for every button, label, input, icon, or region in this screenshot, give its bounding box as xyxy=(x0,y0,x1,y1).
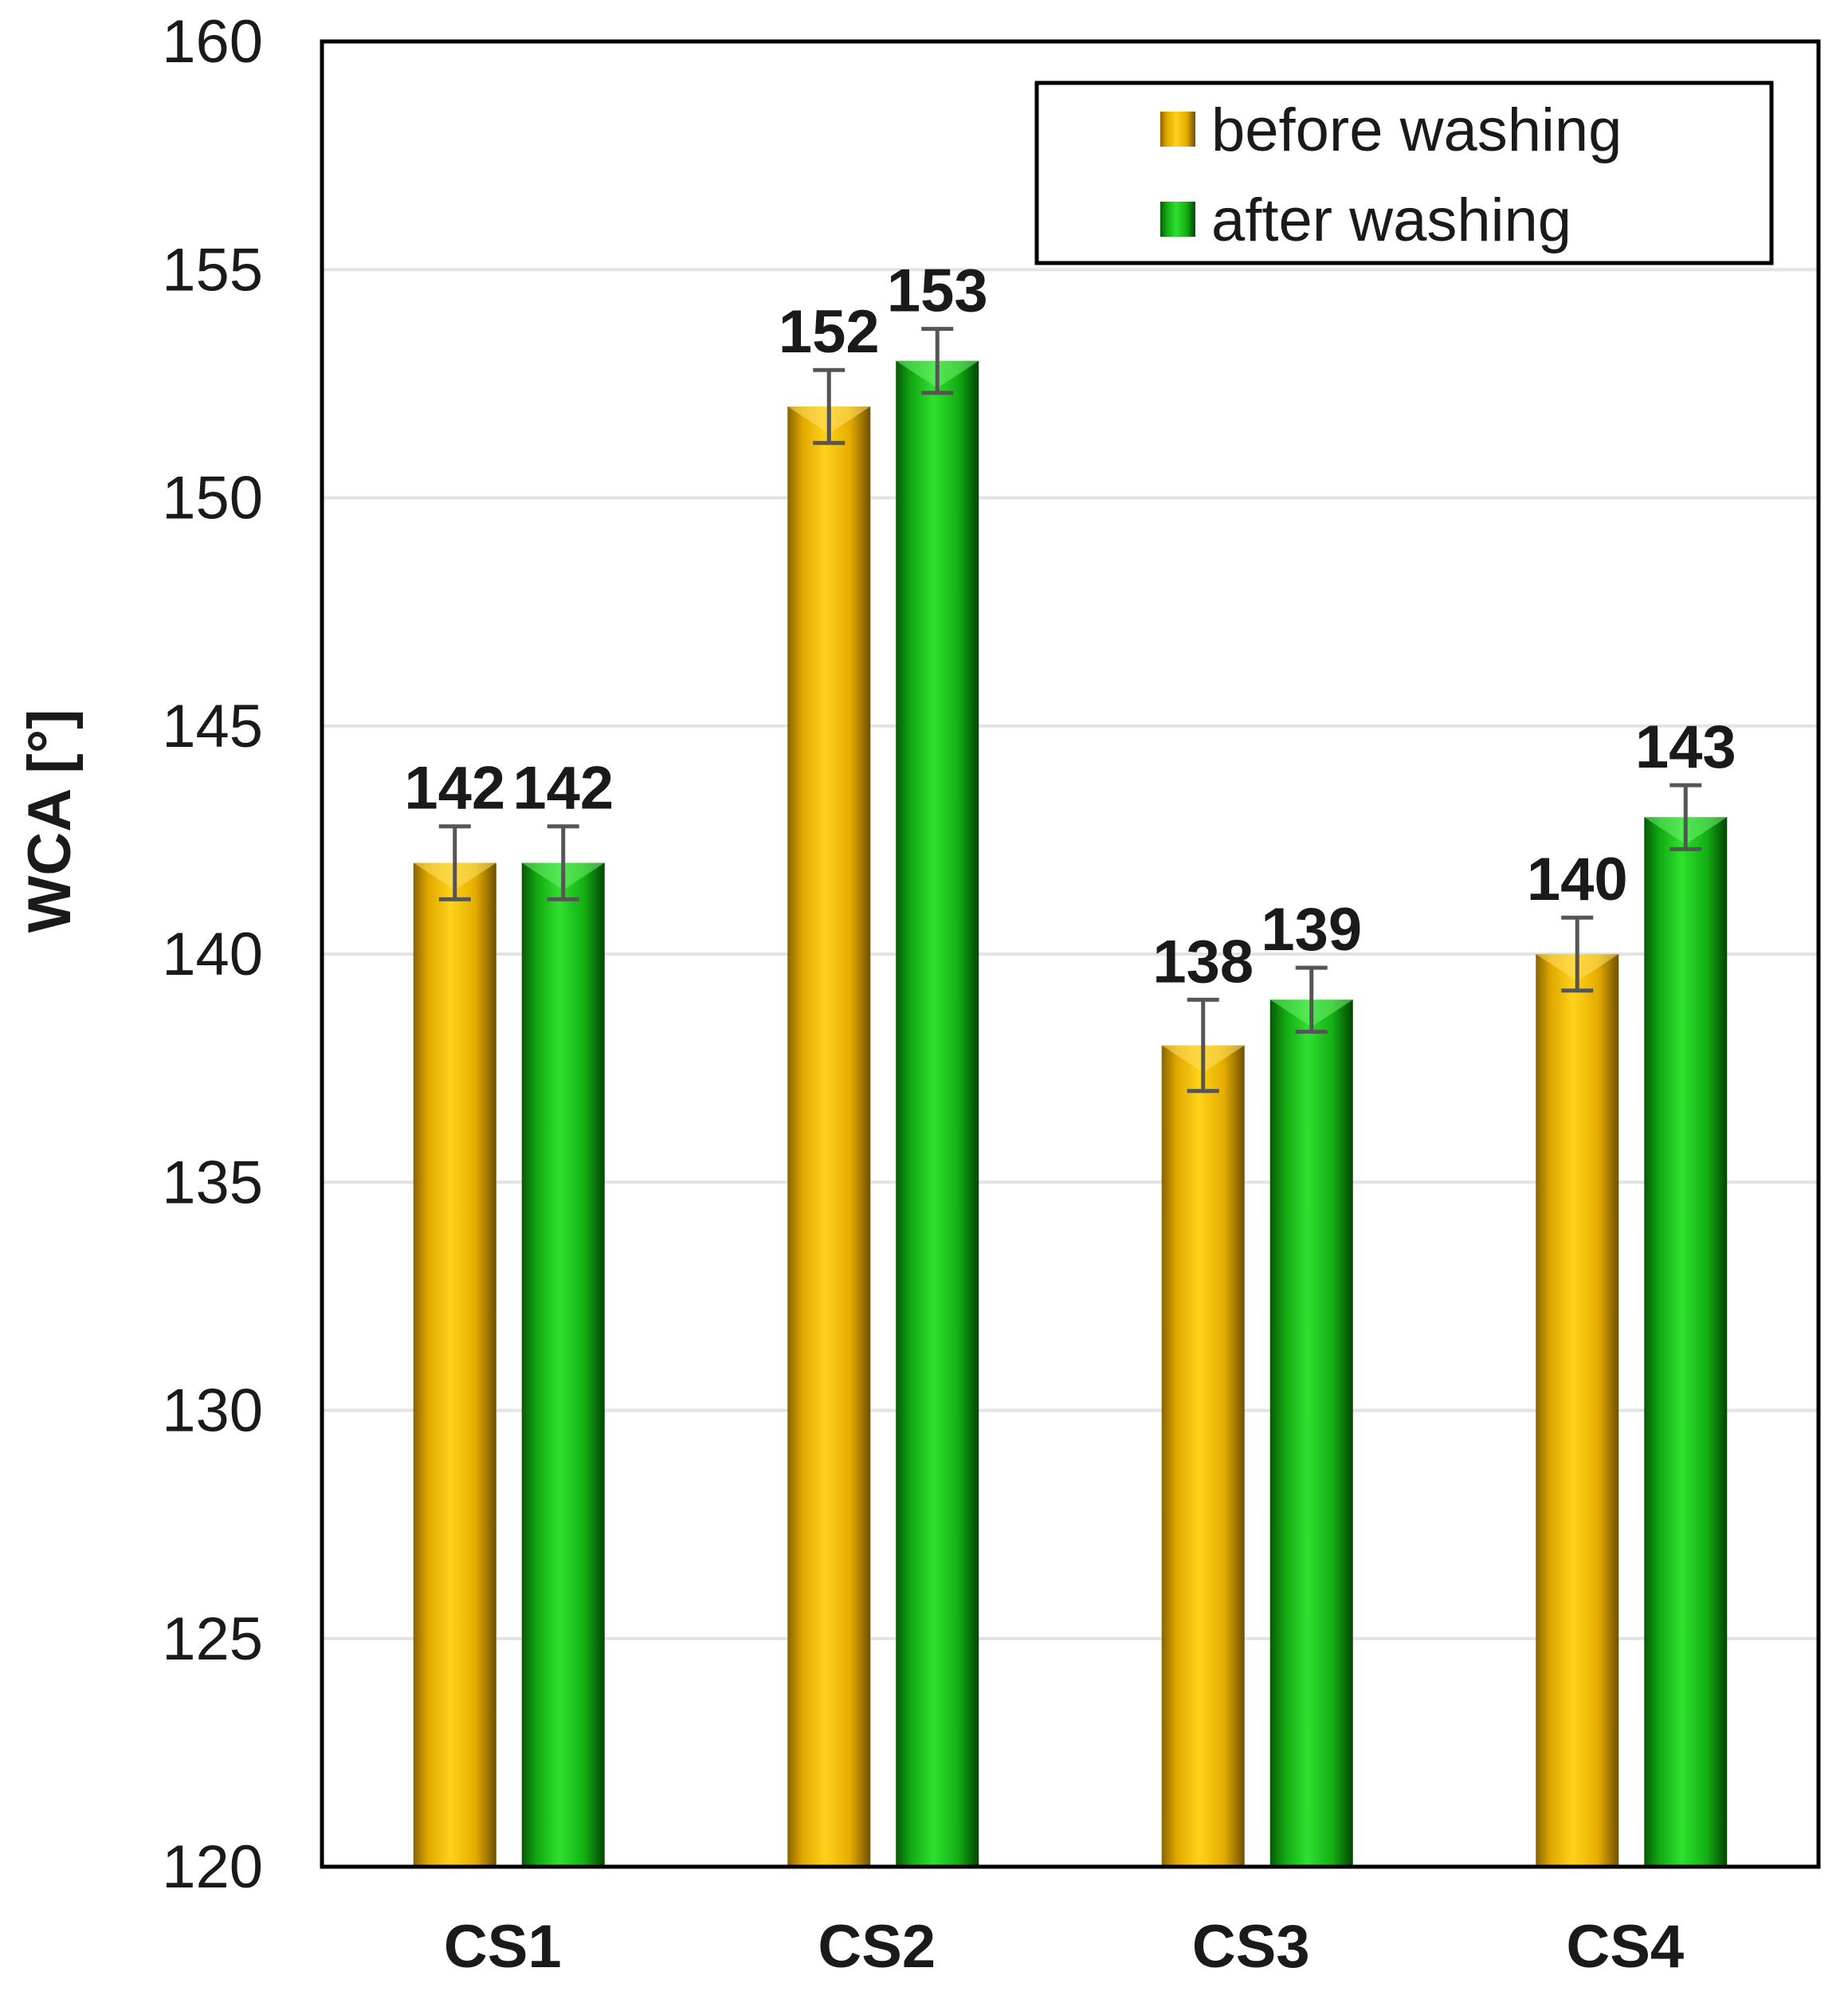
y-tick-label: 120 xyxy=(162,1833,263,1901)
error-bar xyxy=(1561,915,1594,993)
bar-before-cs4 xyxy=(1536,954,1619,1867)
y-tick-label: 125 xyxy=(162,1605,263,1673)
error-bar xyxy=(921,327,954,395)
y-tick-label: 135 xyxy=(162,1149,263,1216)
error-bar xyxy=(547,824,579,901)
data-label: 142 xyxy=(512,755,614,823)
error-bar xyxy=(1295,965,1328,1034)
error-bar xyxy=(438,824,471,901)
bar-before-cs1 xyxy=(413,862,496,1867)
x-tick-label: CS1 xyxy=(444,1913,562,1981)
y-tick-label: 140 xyxy=(162,921,263,988)
x-tick-label: CS4 xyxy=(1566,1913,1684,1981)
legend-label: after washing xyxy=(1211,187,1571,254)
error-bar xyxy=(1187,997,1219,1094)
legend-swatch-after xyxy=(1160,202,1195,237)
data-label: 153 xyxy=(887,257,988,325)
legend-box xyxy=(1034,81,1774,265)
legend: before washing after washing xyxy=(1034,81,1774,265)
y-tick-label: 145 xyxy=(162,693,263,760)
legend-label: before washing xyxy=(1211,96,1622,164)
data-label: 152 xyxy=(779,298,880,366)
bar-after-cs3 xyxy=(1269,1000,1353,1867)
bar-before-cs2 xyxy=(787,407,871,1867)
bar-after-cs4 xyxy=(1644,817,1728,1867)
y-tick-label: 155 xyxy=(162,236,263,304)
bar-after-cs1 xyxy=(521,862,605,1867)
bar-before-cs3 xyxy=(1161,1045,1245,1867)
data-label: 138 xyxy=(1152,928,1254,996)
y-axis-ticks: 120 125 130 135 140 145 150 155 160 xyxy=(162,8,263,1901)
data-label: 139 xyxy=(1261,896,1362,964)
data-label: 142 xyxy=(404,755,505,823)
y-tick-label: 160 xyxy=(162,8,263,76)
plot-frame xyxy=(320,39,1821,1869)
y-tick-label: 150 xyxy=(162,465,263,532)
data-label: 140 xyxy=(1527,846,1628,913)
y-tick-label: 130 xyxy=(162,1377,263,1445)
data-label: 143 xyxy=(1635,713,1736,781)
error-bar xyxy=(813,367,846,446)
legend-swatch-before xyxy=(1160,112,1195,147)
x-tick-label: CS3 xyxy=(1192,1913,1310,1981)
y-axis-title: WCA [°] xyxy=(16,709,84,933)
x-tick-label: CS2 xyxy=(818,1913,936,1981)
error-bar xyxy=(1669,783,1702,851)
x-axis-ticks: CS1 CS2 CS3 CS4 xyxy=(444,1913,1684,1981)
bar-after-cs2 xyxy=(896,360,979,1867)
